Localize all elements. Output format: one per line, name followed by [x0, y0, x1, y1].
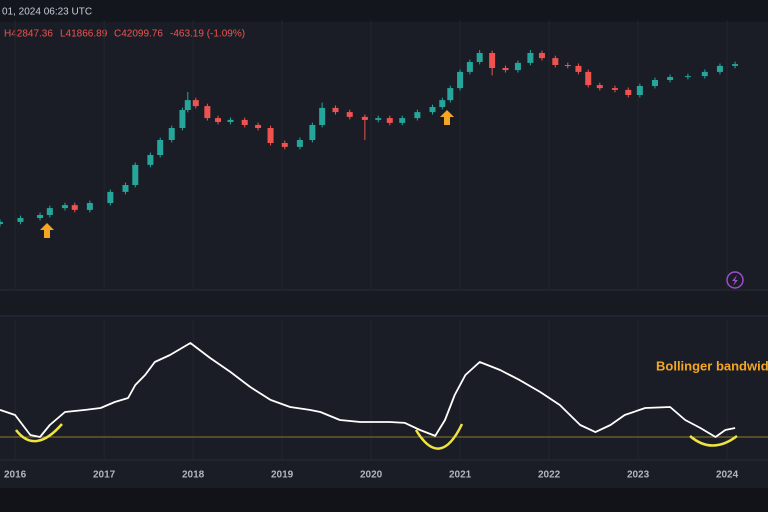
- ohlc-close: C42099.76: [114, 29, 163, 40]
- candle-body: [701, 71, 708, 77]
- candle-body: [281, 143, 288, 147]
- candle-body: [564, 65, 571, 66]
- x-tick-label: 2016: [4, 470, 27, 481]
- marks: Bollinger bandwidth: [0, 50, 768, 438]
- candle-body: [732, 64, 739, 66]
- candle-body: [184, 100, 191, 110]
- candle-body: [17, 218, 24, 222]
- x-tick-label: 2021: [449, 470, 472, 481]
- candle-body: [241, 119, 248, 125]
- bottom-bar: [0, 488, 768, 512]
- candle-body: [466, 62, 473, 72]
- annotation: Bollinger bandwidth: [656, 358, 768, 373]
- x-tick-label: 2018: [182, 470, 205, 481]
- candle-body: [157, 140, 164, 155]
- candle-body: [0, 221, 3, 224]
- candle-body: [527, 53, 534, 63]
- candle-body: [132, 164, 139, 185]
- candle-body: [332, 107, 339, 113]
- icon[interactable]: [726, 271, 744, 289]
- candle-body: [514, 62, 521, 71]
- candle-body: [651, 80, 658, 86]
- candle-body: [684, 76, 691, 78]
- candle-body: [538, 53, 545, 59]
- candle-body: [636, 86, 643, 95]
- panel-separator: [0, 290, 768, 316]
- candle-body: [552, 58, 559, 65]
- candle-body: [489, 53, 496, 68]
- candle-body: [168, 128, 175, 140]
- candle-body: [667, 77, 674, 80]
- x-tick-label: 2020: [360, 470, 383, 481]
- bandwidth-line: [0, 342, 736, 438]
- ohlc-high: H42847.36: [4, 29, 53, 40]
- arrow-annotation: [40, 223, 54, 238]
- candle-body: [86, 203, 93, 210]
- candle-body: [107, 191, 114, 203]
- ohlc-low: L41866.89: [60, 29, 108, 40]
- candle-body: [71, 205, 78, 210]
- datetime: 01, 2024 06:23 UTC: [2, 7, 92, 18]
- candle-body: [447, 88, 454, 101]
- candle-body: [179, 110, 186, 128]
- candle-body: [611, 88, 618, 90]
- highlight-curve: [15, 423, 63, 443]
- candle-body: [296, 140, 303, 147]
- candle-body: [575, 65, 582, 72]
- candle-body: [476, 53, 483, 62]
- candle-body: [37, 215, 44, 218]
- candle-body: [625, 89, 632, 95]
- icon-bolt: [732, 275, 738, 286]
- candle-body: [399, 118, 406, 123]
- x-tick-label: 2023: [627, 470, 650, 481]
- candle-body: [267, 128, 274, 143]
- candle-body: [204, 106, 211, 119]
- x-axis-strip: [0, 460, 768, 488]
- candle-body: [309, 125, 316, 140]
- candle-body: [596, 85, 603, 89]
- ohlc-change: -463.19 (-1.09%): [170, 29, 245, 40]
- candle-body: [585, 71, 592, 86]
- candle-body: [147, 155, 154, 165]
- candle-body: [716, 65, 723, 72]
- x-tick-label: 2019: [271, 470, 294, 481]
- candle-body: [502, 68, 509, 71]
- candle-body: [319, 107, 326, 125]
- candle-body: [61, 205, 68, 209]
- candle-body: [429, 107, 436, 113]
- arrow-annotation: [440, 110, 454, 125]
- candle-body: [386, 118, 393, 123]
- candle-body: [46, 208, 53, 215]
- candle-body: [255, 125, 262, 128]
- candle-body: [122, 185, 129, 192]
- candle-body: [192, 100, 199, 107]
- x-tick-label: 2024: [716, 470, 739, 481]
- candle-body: [439, 100, 446, 107]
- candle-body: [215, 118, 222, 122]
- candle-body: [375, 118, 382, 120]
- candle-body: [361, 116, 368, 120]
- candle-body: [227, 119, 234, 122]
- x-tick-label: 2017: [93, 470, 116, 481]
- x-tick-label: 2022: [538, 470, 561, 481]
- top-bar: [0, 0, 768, 22]
- highlight-curve: [689, 434, 738, 447]
- candle-body: [414, 112, 421, 119]
- highlight-curve: [414, 423, 464, 450]
- candle-body: [457, 71, 464, 89]
- candle-body: [346, 112, 353, 117]
